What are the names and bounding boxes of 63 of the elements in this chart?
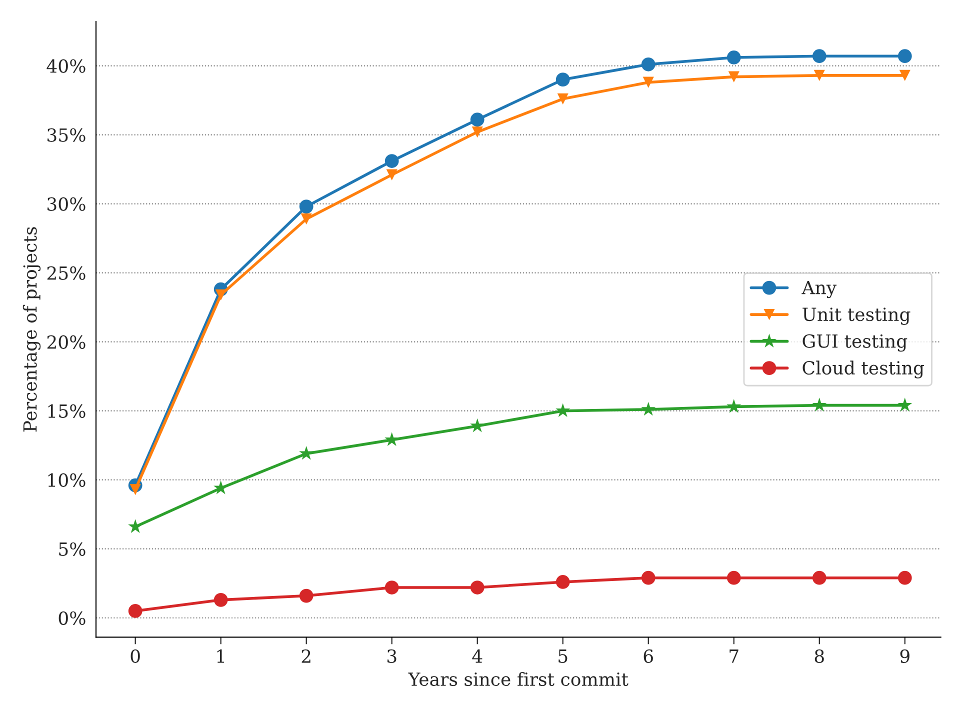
point	[899, 70, 910, 81]
x-tick-label: 8	[814, 649, 824, 663]
legend-label: Cloud testing	[802, 360, 924, 378]
point	[812, 398, 827, 412]
point	[812, 570, 826, 585]
point	[898, 49, 912, 64]
point	[384, 580, 399, 594]
point	[726, 399, 742, 413]
point	[215, 289, 226, 300]
point	[470, 112, 484, 127]
point	[556, 403, 570, 418]
point	[641, 402, 656, 416]
y-tick-label: 40%	[46, 59, 86, 73]
point	[812, 49, 826, 64]
point	[130, 484, 141, 496]
point	[898, 398, 912, 412]
x-tick-label: 1	[217, 649, 224, 663]
point	[470, 418, 485, 432]
point	[128, 604, 142, 618]
point	[128, 519, 143, 533]
point	[556, 72, 570, 87]
point	[726, 570, 741, 585]
x-tick-label: 9	[900, 649, 910, 663]
point	[214, 480, 228, 494]
point	[300, 213, 312, 225]
point	[641, 57, 656, 72]
point	[472, 126, 483, 138]
point	[556, 575, 570, 589]
y-tick-label: 30%	[48, 197, 86, 211]
point	[557, 93, 568, 104]
point	[726, 50, 741, 64]
point	[814, 70, 825, 81]
x-tick-label: 3	[387, 649, 396, 663]
x-tick-label: 2	[302, 649, 310, 663]
point	[384, 432, 400, 446]
x-tick-label: 7	[730, 650, 738, 663]
x-tick-label: 6	[644, 649, 653, 663]
point	[214, 592, 228, 607]
x-tick-label: 0	[130, 649, 140, 663]
point	[728, 71, 740, 82]
point	[299, 588, 314, 603]
y-tick-label: 15%	[48, 404, 86, 418]
point	[898, 570, 912, 585]
y-tick-label: 10%	[48, 473, 86, 487]
point	[299, 446, 314, 460]
point	[642, 76, 654, 88]
y-axis-title: Percentage of projects	[22, 227, 41, 432]
x-axis-title: Years since first commit	[408, 672, 628, 686]
legend-label: GUI testing	[802, 334, 908, 352]
point	[384, 154, 399, 168]
y-tick-label: 20%	[47, 335, 86, 349]
y-tick-label: 5%	[59, 542, 86, 556]
y-tick-label: 35%	[48, 128, 86, 142]
legend-label: Any	[802, 280, 837, 298]
legend-label: Unit testing	[802, 308, 910, 325]
y-tick-label: 25%	[47, 266, 86, 280]
x-tick-label: 5	[558, 650, 568, 663]
point	[470, 580, 484, 594]
point	[386, 169, 398, 180]
point	[299, 200, 314, 214]
point	[641, 570, 656, 585]
y-tick-label: 0%	[58, 611, 86, 625]
x-tick-label: 4	[472, 649, 482, 663]
